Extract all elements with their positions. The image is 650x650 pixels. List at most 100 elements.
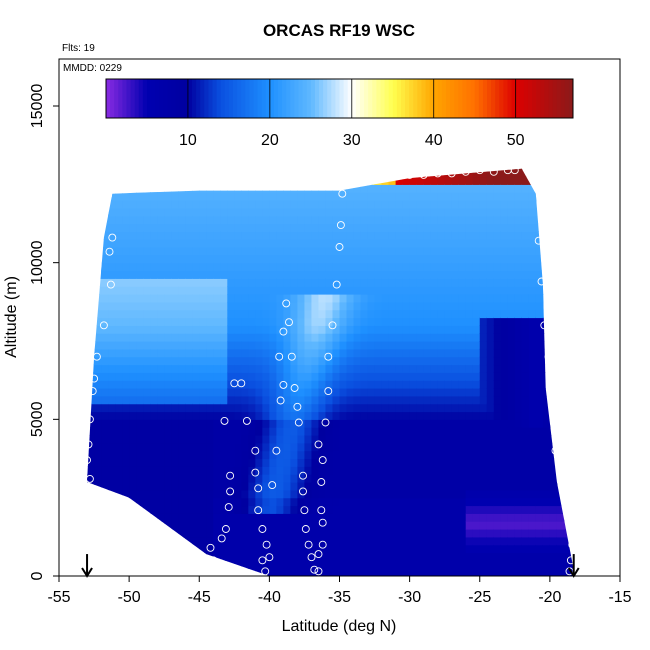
heatmap-cell [318,301,327,311]
flight-track-point [475,166,484,175]
heatmap-cell [409,317,418,326]
heatmap-cell [297,278,306,287]
heatmap-cell [157,239,165,248]
flight-track-point [212,565,221,574]
heatmap-cell [472,356,481,366]
heatmap-cell [514,388,523,397]
heatmap-cell [283,317,292,326]
heatmap-cell [192,184,200,193]
heatmap-cell [381,489,390,499]
heatmap-cell [297,450,306,460]
heatmap-cell [108,286,116,295]
heatmap-cell [136,427,144,436]
heatmap-cell [556,505,565,514]
heatmap-cell [220,427,228,436]
heatmap-cell [395,262,404,272]
heatmap-cell [178,474,186,483]
heatmap-cell [458,450,467,460]
heatmap-cell [423,200,432,209]
heatmap-cell [514,466,523,475]
heatmap-cell [248,317,256,326]
heatmap-cell [213,270,221,279]
heatmap-cell [451,207,460,217]
colorbar-cell [175,79,181,118]
heatmap-cell [395,286,404,295]
heatmap-cell [493,364,502,373]
heatmap-cell [290,215,299,225]
flight-track-point [272,446,281,455]
heatmap-cell [479,513,488,522]
heatmap-cell [549,278,558,287]
heatmap-cell [339,458,348,467]
heatmap-cell [297,380,306,389]
heatmap-cell [402,395,411,405]
heatmap-cell [374,168,383,170]
heatmap-cell [178,364,186,373]
heatmap-cell [570,325,574,334]
heatmap-cell [122,247,130,256]
heatmap-cell [192,521,200,530]
heatmap-cell [521,192,530,201]
heatmap-cell [269,489,277,499]
heatmap-cell [304,278,313,287]
heatmap-cell [423,427,432,436]
heatmap-cell [87,403,88,413]
heatmap-cell [304,372,313,381]
heatmap-cell [255,176,263,185]
heatmap-cell [304,207,313,217]
heatmap-cell [304,317,313,326]
heatmap-cell [94,521,102,530]
heatmap-cell [269,466,277,475]
heatmap-cell [269,482,277,491]
flight-track-point [261,567,270,576]
heatmap-cell [570,419,574,428]
heatmap-cell [129,568,137,576]
heatmap-cell [437,372,446,381]
heatmap-cell [521,200,530,209]
heatmap-cell [122,521,130,530]
heatmap-cell [479,270,488,279]
heatmap-cell [521,270,530,279]
heatmap-cell [409,513,418,522]
heatmap-cell [493,474,502,483]
heatmap-cell [248,247,256,256]
heatmap-cell [472,341,481,350]
heatmap-cell [528,348,537,358]
heatmap-cell [458,325,467,334]
heatmap-cell [416,497,425,507]
heatmap-cell [381,529,390,538]
heatmap-cell [171,529,179,538]
heatmap-cell [87,395,95,405]
heatmap-cell [192,505,200,514]
heatmap-cell [178,223,186,232]
heatmap-cell [416,380,425,389]
heatmap-cell [234,231,242,240]
colorbar-cell [216,79,222,118]
colorbar-cell [269,79,275,118]
heatmap-cell [486,521,495,530]
heatmap-cell [465,411,474,420]
heatmap-cell [185,325,193,334]
heatmap-cell [248,341,256,350]
heatmap-cell [136,192,144,201]
heatmap-cell [451,176,460,185]
heatmap-cell [325,513,334,522]
heatmap-cell [549,552,558,561]
heatmap-cell [521,286,530,295]
heatmap-cell [269,294,277,303]
heatmap-cell [304,513,313,522]
heatmap-cell [339,356,348,366]
heatmap-cell [297,262,306,272]
heatmap-cell [150,521,158,530]
heatmap-cell [269,215,277,225]
heatmap-cell [178,529,186,538]
heatmap-cell [311,168,320,170]
heatmap-cell [213,309,221,319]
heatmap-cell [220,364,228,373]
heatmap-cell [318,521,327,530]
colorbar-cell [220,79,226,118]
heatmap-cell [346,309,355,319]
heatmap-cell [563,560,572,569]
heatmap-cell [262,395,270,405]
